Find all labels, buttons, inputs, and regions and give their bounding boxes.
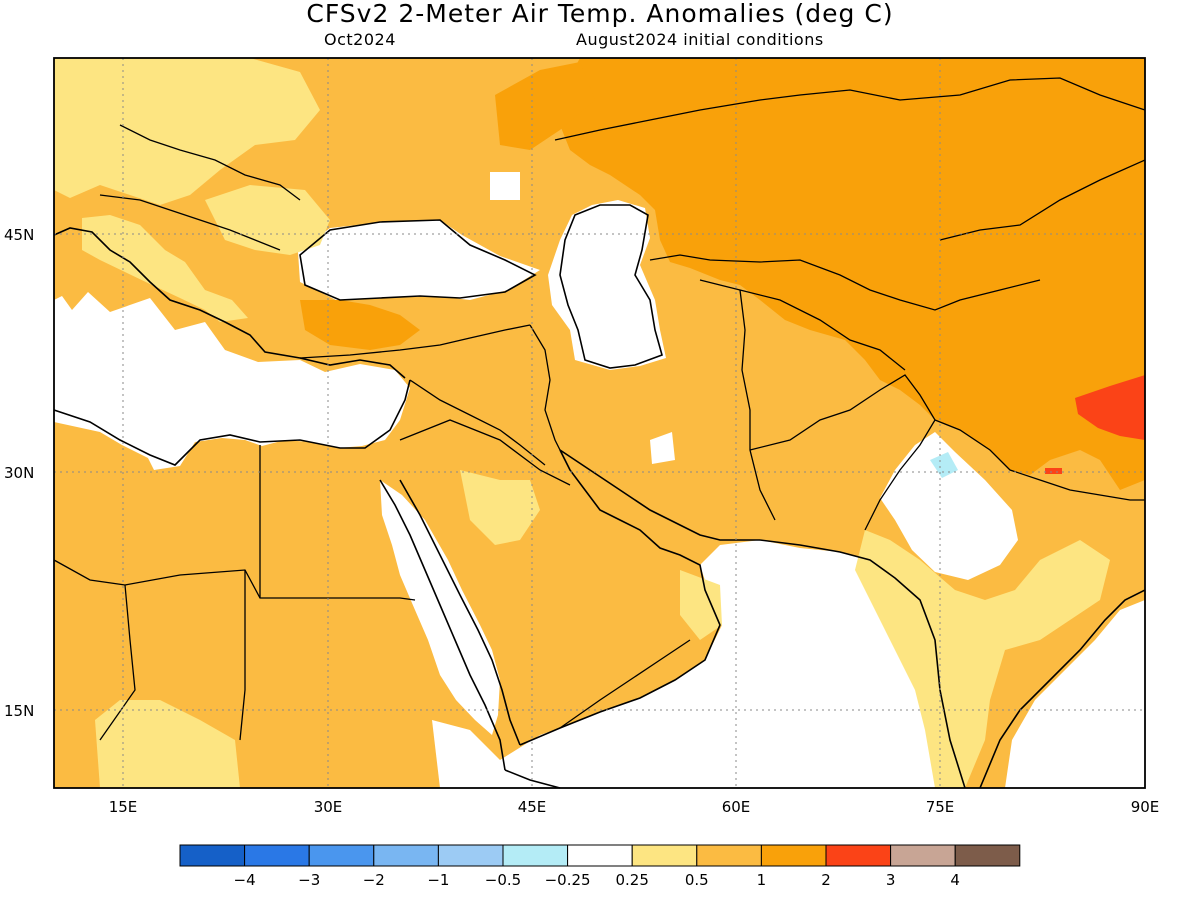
lon-label-75e: 75E	[926, 798, 955, 816]
colorbar-label-9: 2	[821, 871, 831, 889]
lon-label-60e: 60E	[722, 798, 751, 816]
anomaly-light-yellow-regions	[54, 58, 1110, 788]
coast-black-sea	[299, 219, 537, 301]
coast-caspian	[559, 204, 663, 369]
border-syria-iraq	[409, 379, 546, 466]
region-india-yellow	[855, 530, 1110, 788]
region-russia-orange	[495, 62, 595, 150]
colorbar-label-0: −4	[234, 871, 256, 889]
colorbar-label-4: −0.5	[485, 871, 521, 889]
border-europe-1	[119, 124, 301, 201]
region-arabia-spot-2	[650, 432, 675, 464]
colorbar-label-10: 3	[886, 871, 896, 889]
border-afghanistan	[699, 279, 906, 371]
border-iran-east	[739, 289, 776, 521]
graticule	[54, 58, 1145, 788]
region-east-africa-yellow	[95, 700, 240, 788]
border-kazakhstan	[649, 254, 1041, 311]
colorbar-swatch-9	[760, 844, 827, 867]
border-iran-west	[529, 324, 571, 471]
coast-red-sea-east	[399, 479, 521, 746]
border-yemen-oman	[559, 639, 691, 729]
region-scandinavia-yellow	[54, 58, 320, 205]
colorbar-swatch-4	[437, 844, 504, 867]
region-black-sea	[298, 220, 540, 300]
border-turkey-south	[299, 324, 531, 359]
longitude-labels: 15E 30E 45E 60E 75E 90E	[109, 798, 1160, 816]
coastlines	[53, 204, 1146, 789]
colorbar-swatch-10	[825, 844, 892, 867]
coast-horn-of-africa	[504, 769, 561, 789]
colorbar-label-1: −3	[298, 871, 320, 889]
colorbar-label-5: −0.25	[545, 871, 591, 889]
region-turkey-orange	[300, 300, 420, 350]
region-central-asia-orange	[560, 58, 1145, 490]
region-red-sea	[380, 480, 500, 735]
lat-label-30n: 30N	[4, 464, 34, 482]
initial-conditions: August2024 initial conditions	[576, 30, 824, 49]
border-europe-2	[99, 194, 281, 251]
colorbar-swatch-6	[567, 844, 633, 867]
colorbar-swatch-11	[890, 844, 956, 867]
lat-label-45n: 45N	[4, 226, 34, 244]
colorbar-swatch-0	[179, 844, 246, 867]
map-title: CFSv2 2-Meter Air Temp. Anomalies (deg C…	[306, 0, 894, 28]
forecast-month: Oct2024	[324, 30, 396, 49]
map-panel	[53, 57, 1146, 789]
region-himalaya-red-spot	[1045, 468, 1062, 474]
coast-red-sea-west	[379, 479, 506, 771]
lon-label-45e: 45E	[518, 798, 547, 816]
anomaly-orange-regions	[300, 58, 1145, 490]
colorbar: −4 −3 −2 −1 −0.5 −0.25 0.25 0.5 1 2 3 4	[179, 844, 1021, 889]
border-saudi-north	[399, 419, 571, 486]
coast-iran-pakistan	[759, 539, 966, 789]
region-east-africa	[432, 720, 500, 788]
border-kazakh-russia	[554, 77, 1146, 141]
coast-persian-gulf	[559, 449, 760, 541]
colorbar-swatch-5	[502, 844, 569, 867]
region-arabia-yellow	[460, 470, 540, 545]
region-tibet-red	[1075, 375, 1145, 440]
border-pakistan	[749, 374, 936, 531]
coast-arabian-peninsula	[519, 449, 721, 746]
colorbar-swatch-12	[954, 844, 1021, 867]
border-africa-2	[99, 584, 136, 741]
region-ukraine-yellow	[205, 185, 330, 255]
lon-label-30e: 30E	[314, 798, 343, 816]
coast-mediterranean-north	[53, 227, 406, 379]
colorbar-swatch-8	[696, 844, 762, 867]
country-borders	[53, 77, 1146, 741]
region-bay-of-bengal	[1005, 600, 1145, 788]
lon-label-15e: 15E	[109, 798, 138, 816]
region-balkans-yellow	[82, 215, 248, 322]
colorbar-label-3: −1	[427, 871, 449, 889]
border-china-mongolia	[939, 159, 1146, 241]
colorbar-label-7: 0.5	[685, 871, 709, 889]
region-arabian-coast-yellow	[680, 570, 722, 640]
region-northwest-india	[880, 432, 1018, 580]
region-mediterranean	[54, 292, 410, 470]
colorbar-label-11: 4	[950, 871, 960, 889]
region-cyan-spot	[930, 452, 958, 478]
coast-africa-north	[53, 379, 411, 466]
region-north-africa-coast	[54, 300, 62, 420]
coast-india-east	[979, 589, 1146, 789]
colorbar-label-2: −2	[363, 871, 385, 889]
colorbar-swatch-1	[244, 844, 310, 867]
region-arabian-sea	[500, 540, 950, 788]
anomaly-light-cyan-regions	[930, 452, 958, 478]
colorbar-label-8: 1	[757, 871, 767, 889]
region-volga-spot	[490, 172, 520, 200]
colorbar-swatch-2	[308, 844, 375, 867]
colorbar-swatch-3	[373, 844, 439, 867]
border-africa-3	[239, 570, 246, 741]
border-india-china	[934, 419, 1145, 501]
lat-label-15n: 15N	[4, 702, 34, 720]
map-frame	[53, 57, 1146, 789]
lon-label-90e: 90E	[1131, 798, 1160, 816]
latitude-labels: 45N 30N 15N	[4, 226, 34, 720]
colorbar-swatch-7	[631, 844, 698, 867]
colorbar-label-6: 0.25	[615, 871, 648, 889]
